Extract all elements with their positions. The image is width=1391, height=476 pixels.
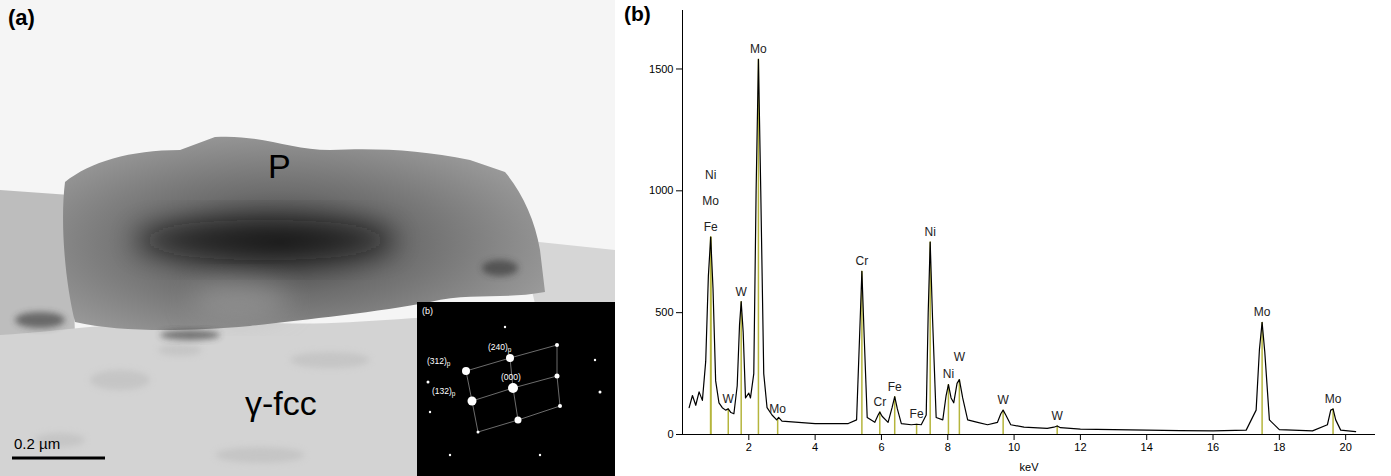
svg-text:Fe: Fe <box>888 380 902 394</box>
svg-text:Mo: Mo <box>1325 392 1342 406</box>
svg-text:W: W <box>723 392 735 406</box>
svg-text:Cr: Cr <box>856 254 869 268</box>
svg-text:Mo: Mo <box>769 402 786 416</box>
svg-text:2: 2 <box>746 441 752 453</box>
svg-text:Mo: Mo <box>750 42 767 56</box>
svg-text:Fe: Fe <box>910 407 924 421</box>
svg-text:18: 18 <box>1273 441 1285 453</box>
svg-text:4: 4 <box>812 441 818 453</box>
svg-text:1500: 1500 <box>649 63 673 75</box>
svg-text:Ni: Ni <box>705 168 716 182</box>
svg-text:W: W <box>736 285 748 299</box>
svg-text:10: 10 <box>1008 441 1020 453</box>
svg-text:14: 14 <box>1141 441 1153 453</box>
svg-text:W: W <box>997 393 1009 407</box>
svg-text:20: 20 <box>1340 441 1352 453</box>
svg-text:(b): (b) <box>422 306 433 316</box>
svg-text:keV: keV <box>1020 461 1040 473</box>
svg-text:1000: 1000 <box>649 184 673 196</box>
svg-text:Ni: Ni <box>943 367 954 381</box>
svg-text:(312)p: (312)p <box>427 356 451 368</box>
svg-text:(240)p: (240)p <box>488 342 512 354</box>
svg-text:W: W <box>1052 409 1064 423</box>
svg-text:Mo: Mo <box>1254 305 1271 319</box>
svg-text:(a): (a) <box>8 5 35 30</box>
svg-text:Mo: Mo <box>702 194 719 208</box>
svg-text:6: 6 <box>878 441 884 453</box>
svg-text:0: 0 <box>667 428 673 440</box>
svg-text:Ni: Ni <box>925 225 936 239</box>
svg-text:P: P <box>268 147 291 185</box>
svg-text:Cr: Cr <box>873 395 886 409</box>
svg-text:12: 12 <box>1074 441 1086 453</box>
svg-text:Fe: Fe <box>704 220 718 234</box>
svg-text:(000): (000) <box>501 372 521 382</box>
html-text:(b): (b) <box>624 2 651 25</box>
svg-text:W: W <box>954 350 966 364</box>
svg-text:γ-fcc: γ-fcc <box>245 384 317 422</box>
svg-text:8: 8 <box>945 441 951 453</box>
svg-text:0.2 µm: 0.2 µm <box>14 435 60 452</box>
svg-text:(132)p: (132)p <box>432 386 456 398</box>
svg-text:500: 500 <box>655 306 673 318</box>
svg-text:16: 16 <box>1207 441 1219 453</box>
